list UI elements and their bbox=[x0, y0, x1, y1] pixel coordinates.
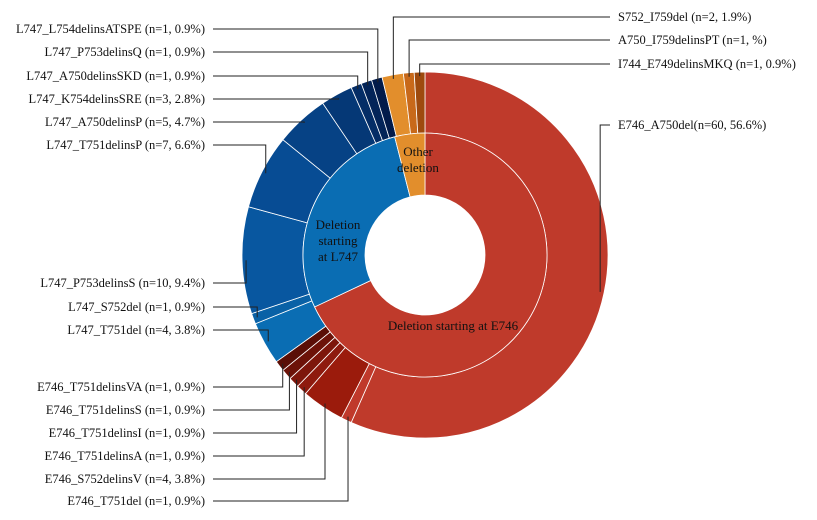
leader-line bbox=[213, 75, 359, 90]
leader-line bbox=[213, 260, 247, 284]
leader-line bbox=[599, 124, 610, 292]
leader-line bbox=[419, 63, 610, 77]
leader-line bbox=[392, 16, 610, 79]
slice-label: S752_I759del (n=2, 1.9%) bbox=[618, 10, 751, 24]
inner-slice-deletion-starting-at-l747 bbox=[302, 136, 411, 308]
slice-label: L747_T751del (n=4, 3.8%) bbox=[67, 323, 205, 337]
leader-line bbox=[213, 387, 305, 457]
leader-line bbox=[213, 306, 258, 318]
slice-label: E746_A750del(n=60, 56.6%) bbox=[618, 118, 766, 132]
leader-line bbox=[213, 98, 340, 100]
slice-label: E746_T751delinsI (n=1, 0.9%) bbox=[49, 426, 205, 440]
leader-line bbox=[213, 403, 326, 480]
slice-l747-p753delinss bbox=[241, 206, 310, 315]
inner-label-deletion-starting-at-e746: Deletion starting at E746 bbox=[388, 318, 519, 333]
slice-label: L747_A750delinsP (n=5, 4.7%) bbox=[45, 115, 205, 129]
leader-line bbox=[213, 416, 349, 502]
inner-label-deletion-starting-at-l747: Deletion starting at L747 bbox=[316, 217, 361, 264]
slice-label: A750_I759delinsPT (n=1, %) bbox=[618, 33, 767, 47]
slice-label: L747_P753delinsQ (n=1, 0.9%) bbox=[44, 45, 205, 59]
leader-lines bbox=[213, 16, 610, 502]
leader-line bbox=[408, 39, 610, 77]
leader-line bbox=[213, 363, 284, 388]
leader-line bbox=[213, 51, 369, 86]
slice-label: E746_T751del (n=1, 0.9%) bbox=[67, 494, 205, 508]
slice-label: L747_K754delinsSRE (n=3, 2.8%) bbox=[29, 92, 205, 106]
slice-label: L747_P753delinsS (n=10, 9.4%) bbox=[40, 276, 205, 290]
slice-label: E746_T751delinsVA (n=1, 0.9%) bbox=[37, 380, 205, 394]
leader-line bbox=[213, 371, 290, 411]
inner-ring bbox=[302, 132, 548, 378]
leader-line bbox=[213, 121, 305, 123]
leader-line bbox=[213, 28, 379, 83]
leader-line bbox=[213, 379, 298, 434]
leader-line bbox=[213, 329, 269, 342]
slice-label: L747_A750delinsSKD (n=1, 0.9%) bbox=[26, 69, 205, 83]
slice-label: I744_E749delinsMKQ (n=1, 0.9%) bbox=[618, 57, 796, 71]
slice-label: L747_S752del (n=1, 0.9%) bbox=[68, 300, 205, 314]
slice-labels: E746_A750del(n=60, 56.6%) E746_T751del (n… bbox=[16, 10, 796, 508]
inner-ring-labels: Deletion starting at E746 Deletion startin… bbox=[316, 144, 519, 333]
slice-label: E746_T751delinsS (n=1, 0.9%) bbox=[46, 403, 205, 417]
leader-line bbox=[213, 144, 267, 174]
slice-label: E746_T751delinsA (n=1, 0.9%) bbox=[44, 449, 205, 463]
outer-ring bbox=[241, 71, 609, 439]
inner-slice-other-deletion bbox=[394, 132, 426, 198]
slice-label: L747_L754delinsATSPE (n=1, 0.9%) bbox=[16, 22, 205, 36]
slice-label: L747_T751delinsP (n=7, 6.6%) bbox=[46, 138, 205, 152]
slice-label: E746_S752delinsV (n=4, 3.8%) bbox=[45, 472, 205, 486]
inner-label-other-deletion: Other deletion bbox=[397, 144, 439, 175]
inner-slice-deletion-starting-at-e746 bbox=[314, 132, 548, 378]
